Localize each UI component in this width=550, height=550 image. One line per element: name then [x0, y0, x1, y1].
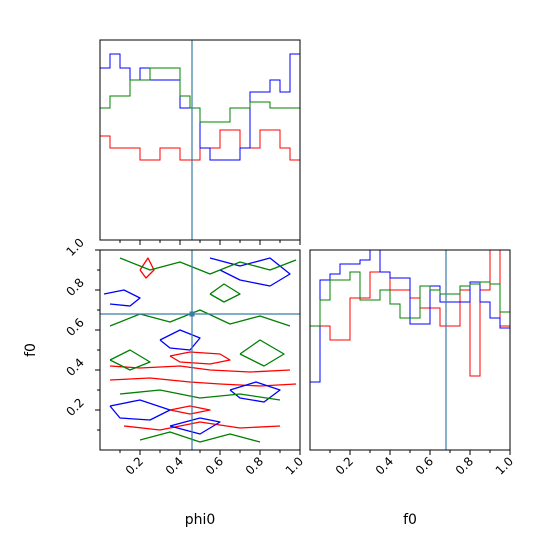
- joint-y-tick-label: 0.8: [63, 275, 86, 298]
- phi0-histogram-series: [100, 53, 301, 245]
- joint-y-axis-label: f0: [23, 343, 39, 357]
- joint-x-tick-label: 0.6: [203, 454, 226, 477]
- joint-contour-line-2-4: [239, 339, 285, 367]
- joint-contour-line-0-5: [123, 421, 281, 431]
- phi0-marginal-panel: [99, 39, 301, 245]
- joint-contour-series: [103, 257, 297, 443]
- joint-contour-line-2-0: [119, 257, 297, 275]
- f0-histogram-series: [310, 249, 510, 383]
- joint-x-tick-label: 1.0: [283, 454, 306, 477]
- phi0-histogram-step-2: [100, 67, 300, 123]
- phi0-marginal-border: [99, 39, 301, 241]
- joint-x-axis-label: phi0: [185, 512, 216, 528]
- f0-marginal-panel: 0.2 0.4 0.6 0.8 1.0 f0: [309, 249, 516, 528]
- joint-y-tick-label: 0.4: [63, 355, 86, 378]
- joint-x-tick-label: 0.2: [123, 454, 146, 477]
- f0-histogram-step-1: [310, 249, 510, 383]
- f0-x-tick-label: 0.2: [333, 454, 356, 477]
- phi0-f0-joint-panel: 0.2 0.4 0.6 0.8 1.0 0.2 0.4 0.6 0.8 1.0 phi0 f0: [23, 235, 306, 528]
- f0-x-tick-label: 1.0: [493, 454, 516, 477]
- f0-x-tick-label: 0.8: [453, 454, 476, 477]
- joint-y-tick-label: 1.0: [63, 235, 86, 258]
- joint-y-tick-label: 0.6: [63, 315, 86, 338]
- joint-contour-line-1-5: [169, 417, 221, 435]
- joint-y-tick-label: 0.2: [63, 395, 86, 418]
- f0-x-axis-label: f0: [403, 512, 417, 528]
- joint-contour-line-1-3: [109, 399, 171, 421]
- joint-y-ticks: 0.2 0.4 0.6 0.8 1.0: [63, 235, 100, 431]
- f0-x-ticks: 0.2 0.4 0.6 0.8 1.0: [329, 450, 516, 478]
- joint-contour-line-1-4: [229, 381, 281, 403]
- joint-x-tick-label: 0.8: [243, 454, 266, 477]
- joint-contour-line-0-2: [169, 351, 231, 365]
- joint-x-ticks: 0.2 0.4 0.6 0.8 1.0: [119, 450, 306, 478]
- f0-histogram-step-2: [310, 271, 510, 327]
- f0-x-tick-label: 0.6: [413, 454, 436, 477]
- phi0-histogram-step-1: [100, 53, 300, 161]
- joint-frame: [100, 250, 300, 450]
- f0-x-tick-label: 0.4: [373, 454, 396, 477]
- joint-contour-line-0-3: [139, 257, 155, 279]
- joint-contour-line-0-4: [169, 405, 211, 415]
- joint-contour-line-2-2: [209, 283, 241, 303]
- joint-truth-marker: [189, 311, 195, 317]
- joint-contour-line-1-0: [103, 289, 141, 307]
- joint-contour-line-1-1: [209, 257, 291, 287]
- joint-contour-line-2-5: [119, 389, 281, 401]
- joint-contour-line-2-6: [139, 431, 261, 443]
- joint-contour-line-1-2: [159, 329, 201, 351]
- joint-x-tick-label: 0.4: [163, 454, 186, 477]
- joint-contour-line-2-3: [109, 349, 151, 371]
